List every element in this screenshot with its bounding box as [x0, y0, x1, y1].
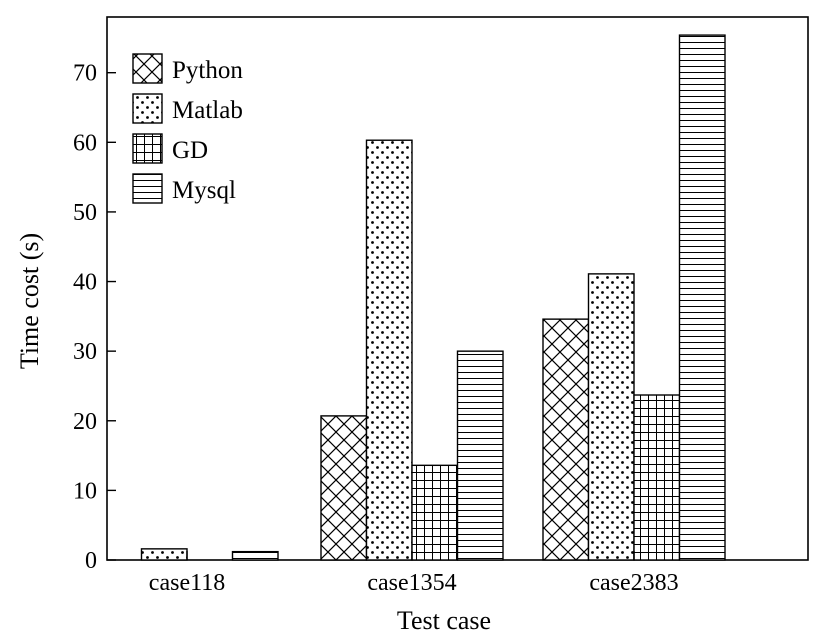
- bars: [140, 34, 726, 561]
- legend-swatch-matlab: [132, 93, 163, 124]
- legend-label-matlab: Matlab: [172, 97, 243, 124]
- legend: Python Matlab GD Mysql: [132, 53, 243, 204]
- bar-gd-case2383: [633, 394, 681, 561]
- bar-matlab-case1354: [365, 139, 413, 561]
- x-tick-label: case2383: [589, 570, 678, 596]
- x-tick-label: case118: [149, 570, 225, 596]
- bar-gd-case1354: [411, 464, 459, 561]
- y-tick-label: 70: [73, 61, 97, 87]
- legend-label-gd: GD: [172, 137, 208, 164]
- y-tick-label: 0: [85, 548, 97, 574]
- x-tick-label: case1354: [367, 570, 456, 596]
- legend-swatch-gd: [132, 133, 163, 164]
- y-tick-label: 60: [73, 130, 97, 156]
- y-tick-label: 10: [73, 478, 97, 504]
- legend-label-python: Python: [172, 57, 243, 84]
- y-tick-label: 30: [73, 339, 97, 365]
- bar-mysql-case2383: [678, 34, 726, 561]
- y-tick-label: 50: [73, 200, 97, 226]
- legend-label-mysql: Mysql: [172, 177, 236, 204]
- legend-swatch-python: [132, 53, 163, 84]
- x-axis-title: Test case: [397, 606, 491, 635]
- bar-matlab-case118: [140, 548, 188, 561]
- bar-mysql-case1354: [456, 350, 504, 561]
- legend-swatch-mysql: [132, 173, 163, 204]
- bar-python-case1354: [320, 415, 368, 561]
- y-axis-title: Time cost (s): [15, 233, 44, 369]
- y-tick-label: 20: [73, 409, 97, 435]
- bar-matlab-case2383: [587, 273, 635, 561]
- bar-mysql-case118: [231, 550, 279, 561]
- y-tick-label: 40: [73, 270, 97, 296]
- bar-python-case2383: [542, 318, 590, 561]
